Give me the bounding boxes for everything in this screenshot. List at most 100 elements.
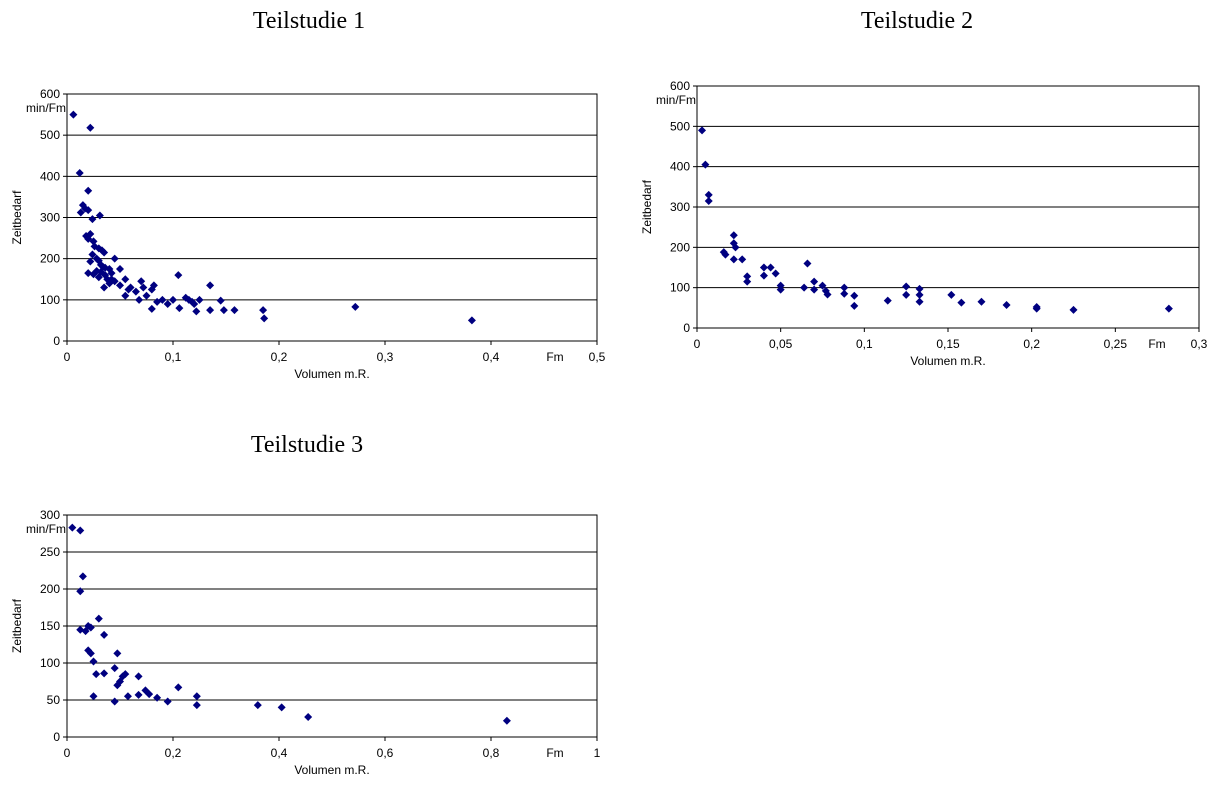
x-tick-label: 0,3	[377, 350, 394, 364]
data-point	[190, 299, 199, 308]
data-point	[121, 670, 130, 679]
data-point	[137, 277, 146, 286]
x-tick-label: 0,2	[165, 746, 182, 760]
x-tick-label: 0,05	[769, 337, 793, 351]
y-unit-label: min/Fm	[656, 93, 696, 107]
data-point	[915, 297, 924, 306]
data-point	[110, 697, 119, 706]
data-point	[850, 291, 859, 300]
data-point	[174, 271, 183, 280]
y-tick-label: 50	[47, 693, 61, 707]
x-tick-label: 0,2	[271, 350, 288, 364]
data-point	[89, 692, 98, 701]
data-point	[139, 283, 148, 292]
x-unit-label: Fm	[546, 746, 563, 760]
y-tick-label: 600	[670, 79, 690, 93]
data-point	[163, 697, 172, 706]
data-point	[158, 295, 167, 304]
y-tick-label: 200	[40, 252, 60, 266]
data-point	[153, 693, 162, 702]
data-point	[729, 231, 738, 240]
data-point	[81, 627, 90, 636]
data-point	[107, 275, 116, 284]
data-point	[698, 126, 707, 135]
data-point	[810, 277, 819, 286]
y-axis-label: Zeitbedarf	[10, 598, 24, 653]
data-point	[147, 304, 156, 313]
data-point	[1032, 304, 1041, 313]
y-tick-label: 0	[683, 321, 690, 335]
data-point	[729, 255, 738, 264]
data-point	[149, 281, 158, 290]
data-point	[915, 290, 924, 299]
y-tick-label: 400	[670, 160, 690, 174]
data-point	[277, 703, 286, 712]
data-point	[721, 250, 730, 259]
data-point	[902, 290, 911, 299]
data-point	[86, 649, 95, 658]
data-point	[131, 287, 140, 296]
data-point	[800, 283, 809, 292]
data-point	[121, 275, 130, 284]
x-tick-label: 0,1	[856, 337, 873, 351]
data-point	[86, 623, 95, 632]
x-tick-label: 0,4	[271, 746, 288, 760]
data-point	[86, 123, 95, 132]
y-tick-label: 100	[40, 293, 60, 307]
data-point	[145, 690, 154, 699]
y-tick-label: 500	[670, 119, 690, 133]
y-unit-label: min/Fm	[26, 522, 66, 536]
data-point	[192, 307, 201, 316]
y-axis-label: Zeitbedarf	[10, 190, 24, 245]
data-point	[88, 215, 97, 224]
x-tick-label: 0	[694, 337, 701, 351]
data-point	[100, 630, 109, 639]
data-point	[260, 314, 269, 323]
data-point	[743, 277, 752, 286]
data-point	[100, 283, 109, 292]
data-point	[883, 296, 892, 305]
data-point	[174, 683, 183, 692]
data-point	[766, 263, 775, 272]
data-point	[957, 298, 966, 307]
data-point	[95, 211, 104, 220]
data-point	[502, 716, 511, 725]
data-point	[89, 270, 98, 279]
y-tick-label: 300	[40, 508, 60, 522]
plot-frame	[66, 514, 598, 738]
data-point	[92, 670, 101, 679]
plot-frame	[696, 85, 1200, 329]
data-point	[1002, 301, 1011, 310]
chart-title-3: Teilstudie 3	[250, 432, 364, 458]
data-point	[110, 254, 119, 263]
data-point	[169, 295, 177, 304]
data-point	[123, 692, 132, 701]
data-point	[142, 291, 151, 300]
data-point	[776, 281, 785, 290]
data-point	[113, 649, 122, 658]
x-axis-label: Volumen m.R.	[294, 763, 369, 777]
x-unit-label: Fm	[1148, 337, 1165, 351]
data-point	[126, 283, 135, 292]
data-point	[704, 190, 713, 199]
data-point	[121, 291, 130, 300]
chart-title-1: Teilstudie 1	[252, 8, 366, 34]
y-tick-label: 100	[670, 281, 690, 295]
data-point	[76, 526, 85, 535]
data-point	[902, 282, 911, 291]
data-point	[75, 169, 84, 178]
x-tick-label: 0,3	[1191, 337, 1208, 351]
y-tick-label: 500	[40, 128, 60, 142]
data-point	[823, 290, 832, 299]
y-tick-label: 150	[40, 619, 60, 633]
data-point	[850, 301, 859, 310]
y-tick-label: 0	[53, 334, 60, 348]
data-point	[84, 186, 93, 195]
x-tick-label: 0,15	[936, 337, 960, 351]
y-unit-label: min/Fm	[26, 101, 66, 115]
data-point	[116, 264, 124, 273]
data-point	[89, 657, 98, 666]
y-tick-label: 400	[40, 169, 60, 183]
data-point	[76, 587, 85, 596]
